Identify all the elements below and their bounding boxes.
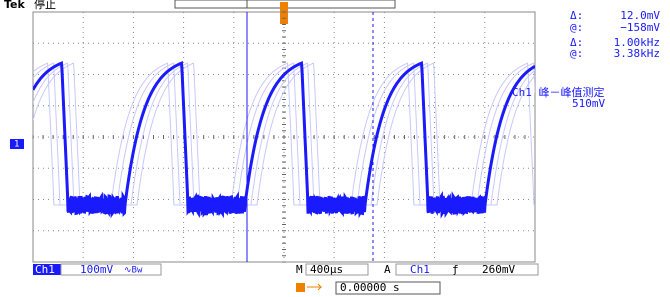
graticule [33,12,535,262]
trigger-position: 0.00000 s [340,281,400,294]
footer-timebase: 400µs [310,263,343,276]
trace [33,63,535,205]
trigger-pos-arrow [307,284,321,290]
readout-label: @: [570,47,583,60]
measurement-value: 510mV [572,97,605,110]
footer-coupling: ∿Bw [124,266,143,276]
footer-trigger-prefix: A [384,263,391,276]
footer-trigger-source: Ch1 [410,263,430,276]
trace [33,63,535,205]
trigger-pos-icon [296,283,305,292]
channel-marker: 1 [14,140,19,150]
readout-value: 3.38kHz [614,47,660,60]
footer-trigger-level: 260mV [482,263,515,276]
trace [33,63,535,205]
readout-label: @: [570,21,583,34]
cursor-readout: Δ: 12.0mV @: −158mV Δ: 1.00kHz @: 3.38kH… [570,9,660,60]
brand: Tek [4,0,26,11]
footer-trigger-slope: ƒ [452,263,459,276]
readout-value: −158mV [620,21,660,34]
footer-scale: 100mV [80,263,113,276]
trace [33,63,535,205]
footer-channel: Ch1 [35,263,55,276]
status: 停止 [34,0,56,11]
oscilloscope-screen: Tek 停止 1 Δ: 12.0mV @: −158mV Δ: 1.00kHz … [0,0,670,297]
footer-time-prefix: M [296,263,303,276]
